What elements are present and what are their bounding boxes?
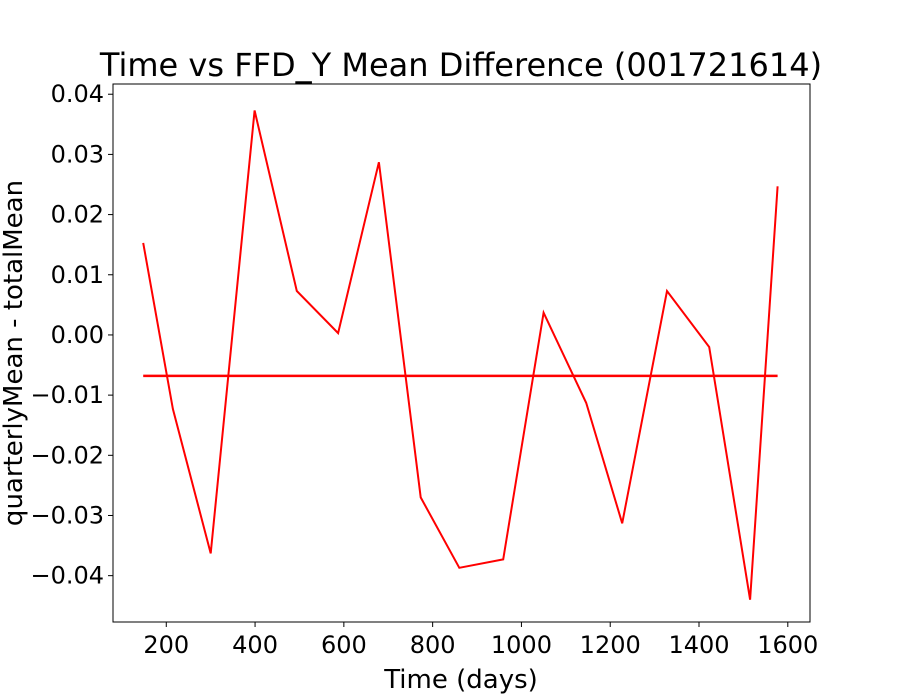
x-tick-label: 1200 [580,631,641,659]
y-axis-ticks: −0.04 −0.03 −0.02 −0.01 0.00 0.01 0.02 0.03 0.04 [30,80,113,590]
x-tick-label: 400 [232,631,278,659]
x-axis-label: Time (days) [383,665,538,695]
x-tick-label: 1000 [491,631,552,659]
x-tick-label: 1400 [668,631,729,659]
y-tick-label: −0.03 [30,501,104,529]
y-tick-label: 0.02 [51,201,104,229]
plot-frame [112,83,811,623]
y-tick-label: 0.03 [51,140,104,168]
x-tick-label: 1600 [757,631,818,659]
y-tick-label: −0.04 [30,562,104,590]
x-tick-label: 800 [410,631,456,659]
chart-title: Time vs FFD_Y Mean Difference (001721614… [99,46,822,84]
x-axis-ticks: 200 400 600 800 1000 1200 1400 1600 [143,622,818,659]
series-line [142,110,779,600]
x-tick-label: 600 [321,631,367,659]
y-tick-label: −0.02 [30,441,104,469]
y-tick-label: 0.04 [51,80,104,108]
x-tick-label: 200 [143,631,189,659]
chart-marks [142,110,779,600]
y-tick-label: −0.01 [30,381,104,409]
plot-background [113,84,810,622]
y-tick-label: 0.01 [51,261,104,289]
y-tick-label: 0.00 [51,321,104,349]
y-axis-label: quarterlyMean - totalMean [0,180,29,526]
